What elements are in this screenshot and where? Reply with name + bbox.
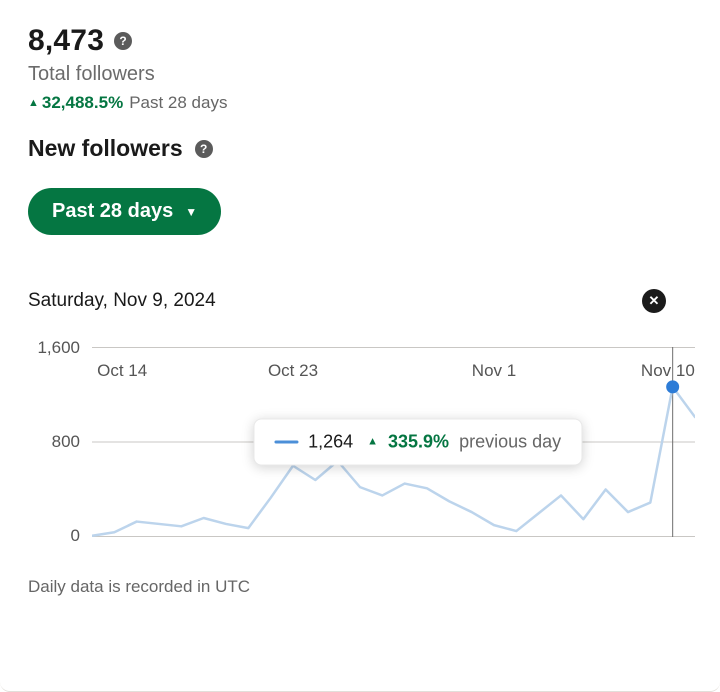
total-followers-value: 8,473 — [28, 24, 105, 57]
total-followers-stat: 8,473 ? — [28, 24, 720, 58]
highlighted-data-point[interactable] — [666, 380, 680, 394]
x-axis-label: Nov 10 — [640, 361, 695, 380]
help-icon[interactable]: ? — [194, 139, 213, 158]
x-axis-label: Oct 23 — [267, 361, 319, 380]
utc-note: Daily data is recorded in UTC — [28, 577, 251, 596]
x-axis-label: Nov 1 — [471, 361, 517, 380]
followers-chart: 0 800 1,600 1,264 ▲ 335.9% previous day Oc… — [28, 338, 720, 545]
help-icon[interactable]: ? — [114, 32, 133, 50]
followers-trend: ▲ 32,488.5% Past 28 days — [28, 93, 720, 113]
chart-plot-area[interactable]: 1,264 ▲ 335.9% previous day Oct 14 Oct 23… — [92, 347, 695, 537]
y-axis-label: 0 — [70, 526, 80, 545]
date-range-label: Past 28 days — [52, 200, 174, 222]
y-axis-label: 1,600 — [37, 338, 80, 357]
caret-down-icon: ▼ — [185, 204, 198, 219]
trend-up-icon: ▲ — [28, 96, 39, 109]
y-axis-label: 800 — [51, 432, 80, 451]
chart-tooltip: 1,264 ▲ 335.9% previous day — [253, 418, 583, 466]
trend-value: 32,488.5% — [41, 93, 124, 112]
total-followers-label: Total followers — [28, 63, 155, 85]
x-axis: Oct 14 Oct 23 Nov 1 Nov 10 — [92, 353, 695, 385]
x-axis-label: Oct 14 — [97, 361, 148, 380]
chart-header: Saturday, Nov 9, 2024 ✕ — [28, 289, 720, 313]
close-icon[interactable]: ✕ — [642, 289, 666, 313]
y-axis: 0 800 1,600 — [28, 338, 92, 545]
section-title: New followers — [28, 135, 183, 161]
new-followers-series-line — [92, 385, 695, 537]
new-followers-header: New followers ? — [28, 135, 720, 162]
tooltip-change: 335.9% — [388, 431, 450, 452]
followers-line-chart[interactable] — [92, 347, 695, 537]
tooltip-change-label: previous day — [459, 431, 562, 452]
selected-date-label: Saturday, Nov 9, 2024 — [28, 290, 216, 311]
date-range-dropdown[interactable]: Past 28 days ▼ — [28, 188, 222, 235]
series-swatch-icon — [274, 440, 299, 444]
tooltip-up-icon: ▲ — [367, 435, 379, 448]
trend-period: Past 28 days — [129, 93, 228, 112]
tooltip-value: 1,264 — [308, 431, 354, 452]
